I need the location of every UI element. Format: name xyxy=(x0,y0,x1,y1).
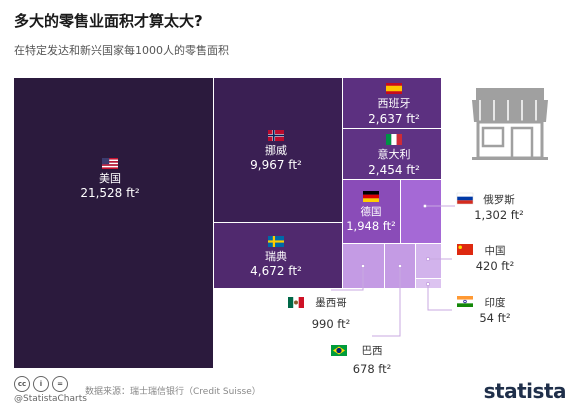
label-norway-country: 挪威 xyxy=(265,143,287,157)
label-sweden-value: 4,672 ft² xyxy=(250,264,302,278)
label-spain-country: 西班牙 xyxy=(378,97,411,110)
marker-russia xyxy=(423,204,427,208)
flag-china-icon xyxy=(457,244,473,255)
tile-norway xyxy=(214,78,342,222)
tile-sweden xyxy=(214,223,342,288)
cc-icon: cc xyxy=(14,376,30,392)
label-usa-country: 美国 xyxy=(99,172,121,185)
statista-logo: statista xyxy=(483,379,567,403)
label-brazil-value: 678 ft² xyxy=(353,362,392,376)
label-china-value: 420 ft² xyxy=(476,259,515,273)
marker-brazil xyxy=(398,264,402,268)
leader-line-india xyxy=(427,284,452,311)
marker-india xyxy=(426,282,430,286)
label-germany-value: 1,948 ft² xyxy=(346,219,396,233)
marker-mexico xyxy=(361,264,365,268)
flag-spain-icon xyxy=(386,83,402,94)
tile-germany xyxy=(343,180,400,243)
label-spain-value: 2,637 ft² xyxy=(368,112,420,126)
chart-title: 多大的零售业面积才算太大? xyxy=(14,12,203,30)
flag-sweden-icon xyxy=(268,236,284,247)
label-india-country: 印度 xyxy=(485,296,506,309)
label-brazil-country: 巴西 xyxy=(362,345,383,357)
leader-line-brazil xyxy=(372,266,401,337)
chart-subtitle: 在特定发达和新兴国家每1000人的零售面积 xyxy=(14,44,229,57)
flag-india-icon xyxy=(457,296,473,307)
flag-norway-icon xyxy=(268,130,284,141)
flag-usa-icon xyxy=(102,158,118,169)
label-italy-value: 2,454 ft² xyxy=(368,163,420,177)
source-note: 数据来源：瑞士瑞信银行（Credit Suisse） xyxy=(85,387,261,397)
leader-line-mexico xyxy=(331,266,364,291)
tile-russia xyxy=(401,180,441,243)
label-germany-country: 德国 xyxy=(361,205,382,218)
label-usa-value: 21,528 ft² xyxy=(80,186,140,200)
flag-mexico-icon xyxy=(288,297,304,308)
tile-usa xyxy=(14,78,213,368)
social-handle: @StatistaCharts xyxy=(14,394,87,404)
label-russia-value: 1,302 ft² xyxy=(474,208,524,222)
marker-china xyxy=(426,257,430,261)
license-icons: cc i = xyxy=(14,376,68,392)
attribution-icon: i xyxy=(33,376,49,392)
label-india-value: 54 ft² xyxy=(479,311,510,325)
flag-germany-icon xyxy=(363,191,379,202)
label-mexico-country: 墨西哥 xyxy=(315,297,347,309)
label-sweden-country: 瑞典 xyxy=(265,249,287,263)
store-icon xyxy=(472,88,548,160)
label-mexico-value: 990 ft² xyxy=(312,317,351,331)
no-derivatives-icon: = xyxy=(52,376,68,392)
label-china-country: 中国 xyxy=(485,244,506,257)
flag-italy-icon xyxy=(386,134,402,145)
tile-china xyxy=(416,244,441,278)
label-norway-value: 9,967 ft² xyxy=(250,158,302,172)
flag-russia-icon xyxy=(456,192,474,205)
flag-brazil-icon xyxy=(331,345,347,356)
label-italy-country: 意大利 xyxy=(378,147,411,161)
label-russia-country: 俄罗斯 xyxy=(483,193,515,206)
